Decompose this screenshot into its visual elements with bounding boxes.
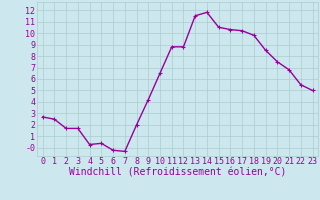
X-axis label: Windchill (Refroidissement éolien,°C): Windchill (Refroidissement éolien,°C) [69,168,286,178]
